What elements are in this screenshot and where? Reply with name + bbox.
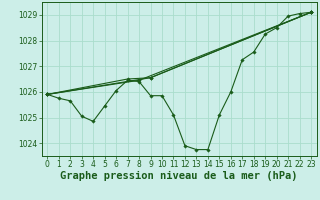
X-axis label: Graphe pression niveau de la mer (hPa): Graphe pression niveau de la mer (hPa) [60, 171, 298, 181]
